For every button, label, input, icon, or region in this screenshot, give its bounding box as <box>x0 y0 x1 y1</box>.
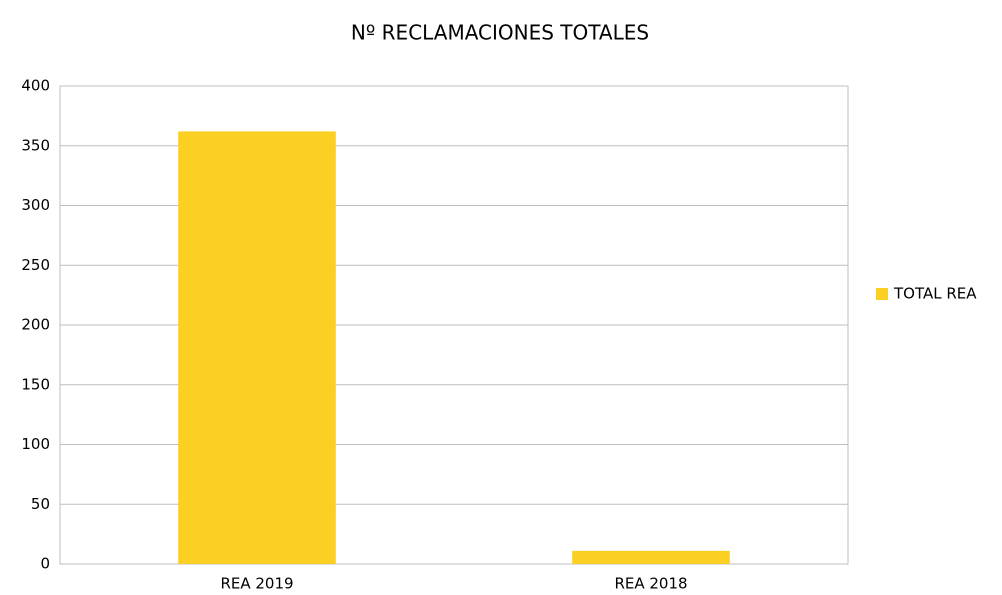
y-tick-label: 250 <box>21 256 50 274</box>
chart-title: Nº RECLAMACIONES TOTALES <box>351 21 649 45</box>
bar <box>178 131 336 564</box>
y-tick-label: 400 <box>21 77 50 95</box>
x-tick-label: REA 2019 <box>220 575 293 593</box>
y-tick-label: 150 <box>21 375 50 393</box>
x-tick-label: REA 2018 <box>614 575 687 593</box>
y-tick-label: 100 <box>21 435 50 453</box>
y-tick-label: 200 <box>21 316 50 334</box>
y-tick-label: 350 <box>21 136 50 154</box>
y-tick-label: 300 <box>21 196 50 214</box>
y-tick-label: 50 <box>31 495 50 513</box>
legend-swatch <box>876 288 888 300</box>
bar <box>572 550 730 564</box>
legend-label: TOTAL REA <box>893 285 977 303</box>
y-tick-label: 0 <box>40 555 50 573</box>
